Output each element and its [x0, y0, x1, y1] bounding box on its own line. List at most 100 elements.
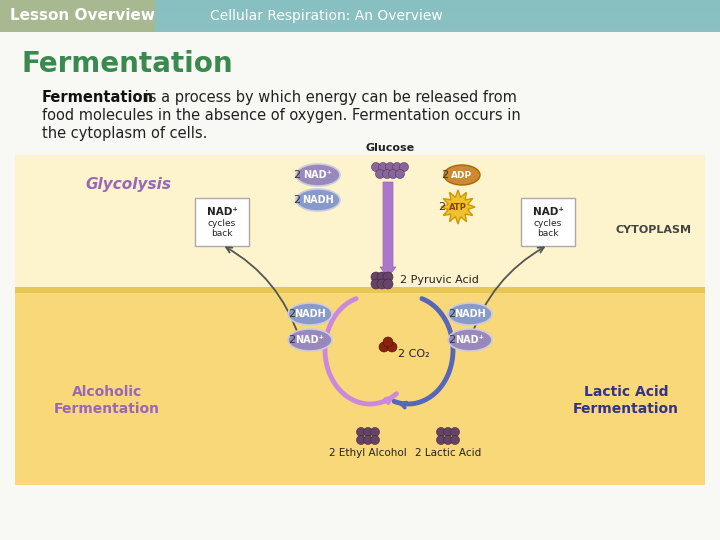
Text: 2: 2	[288, 335, 295, 345]
Ellipse shape	[296, 164, 340, 186]
Circle shape	[382, 170, 392, 179]
Circle shape	[451, 435, 459, 444]
Text: NADH: NADH	[302, 195, 334, 205]
Text: Glucose: Glucose	[366, 143, 415, 153]
Ellipse shape	[288, 303, 332, 325]
Text: Fermentation: Fermentation	[22, 50, 233, 78]
FancyArrow shape	[380, 182, 396, 277]
Circle shape	[387, 342, 397, 352]
Circle shape	[371, 272, 381, 282]
Text: 2 Pyruvic Acid: 2 Pyruvic Acid	[400, 275, 479, 285]
Text: 2 Lactic Acid: 2 Lactic Acid	[415, 448, 481, 458]
Text: Lactic Acid: Lactic Acid	[584, 385, 668, 399]
Text: Fermentation: Fermentation	[54, 402, 160, 416]
Circle shape	[371, 435, 379, 444]
Text: NADH: NADH	[294, 309, 326, 319]
Circle shape	[377, 279, 387, 289]
Circle shape	[356, 435, 366, 444]
Bar	[0, 2, 720, 3]
Circle shape	[436, 428, 446, 436]
Text: 2: 2	[448, 335, 455, 345]
Circle shape	[395, 170, 405, 179]
Text: 2 CO₂: 2 CO₂	[398, 349, 430, 359]
Ellipse shape	[444, 165, 480, 185]
Bar	[0, 21, 720, 22]
Ellipse shape	[448, 329, 492, 351]
Text: cycles: cycles	[534, 219, 562, 227]
Circle shape	[385, 163, 395, 172]
Bar	[0, 0, 720, 32]
Bar	[15, 287, 705, 293]
Circle shape	[371, 428, 379, 436]
Bar	[0, 29, 720, 30]
Bar	[0, 0, 155, 32]
Circle shape	[383, 272, 393, 282]
Bar	[0, 3, 720, 5]
Text: ADP: ADP	[451, 171, 472, 179]
Text: NAD⁺: NAD⁺	[296, 335, 325, 345]
FancyBboxPatch shape	[521, 198, 575, 246]
Text: NAD⁺: NAD⁺	[304, 170, 333, 180]
Ellipse shape	[296, 189, 340, 211]
Bar	[0, 27, 720, 29]
Text: Lesson Overview: Lesson Overview	[10, 9, 155, 24]
Circle shape	[389, 170, 397, 179]
Bar	[0, 30, 720, 32]
Circle shape	[364, 435, 372, 444]
Circle shape	[392, 163, 402, 172]
Bar	[0, 6, 720, 8]
Circle shape	[372, 163, 380, 172]
Bar	[0, 25, 720, 27]
Circle shape	[356, 428, 366, 436]
Bar	[0, 18, 720, 19]
Bar	[0, 19, 720, 21]
Text: food molecules in the absence of oxygen. Fermentation occurs in: food molecules in the absence of oxygen.…	[42, 108, 521, 123]
Text: ATP: ATP	[449, 202, 467, 212]
Text: back: back	[537, 230, 559, 239]
Text: NADH: NADH	[454, 309, 486, 319]
Text: Glycolysis: Glycolysis	[85, 178, 171, 192]
Circle shape	[444, 435, 452, 444]
Text: 2 Ethyl Alcohol: 2 Ethyl Alcohol	[329, 448, 407, 458]
Circle shape	[383, 337, 393, 347]
Text: 2: 2	[441, 170, 448, 180]
Bar	[0, 16, 720, 18]
Text: Alcoholic: Alcoholic	[72, 385, 142, 399]
Text: NAD⁺: NAD⁺	[533, 207, 564, 217]
Text: Cellular Respiration: An Overview: Cellular Respiration: An Overview	[210, 9, 443, 23]
Bar	[0, 8, 720, 10]
Bar	[15, 155, 705, 290]
Ellipse shape	[288, 329, 332, 351]
Circle shape	[436, 435, 446, 444]
Bar	[0, 24, 720, 25]
Bar	[0, 10, 720, 11]
Bar	[15, 290, 705, 485]
Circle shape	[379, 342, 389, 352]
Ellipse shape	[448, 303, 492, 325]
Text: 2: 2	[288, 309, 295, 319]
Text: NAD⁺: NAD⁺	[207, 207, 238, 217]
Circle shape	[451, 428, 459, 436]
Text: the cytoplasm of cells.: the cytoplasm of cells.	[42, 126, 207, 141]
Text: 2: 2	[293, 170, 300, 180]
Bar	[0, 5, 720, 6]
Text: 2: 2	[293, 195, 300, 205]
Bar	[0, 22, 720, 24]
Text: cycles: cycles	[208, 219, 236, 227]
Text: CYTOPLASM: CYTOPLASM	[615, 225, 691, 235]
Bar	[0, 15, 720, 16]
Circle shape	[376, 170, 384, 179]
Bar	[0, 11, 720, 13]
Text: 2: 2	[438, 202, 446, 212]
Circle shape	[379, 163, 387, 172]
Text: 2: 2	[448, 309, 455, 319]
Circle shape	[364, 428, 372, 436]
Circle shape	[400, 163, 408, 172]
Text: Fermentation: Fermentation	[573, 402, 679, 416]
Polygon shape	[441, 190, 475, 224]
Text: back: back	[211, 230, 233, 239]
Circle shape	[383, 279, 393, 289]
Text: is a process by which energy can be released from: is a process by which energy can be rele…	[140, 90, 517, 105]
Bar	[0, 0, 720, 2]
Circle shape	[444, 428, 452, 436]
